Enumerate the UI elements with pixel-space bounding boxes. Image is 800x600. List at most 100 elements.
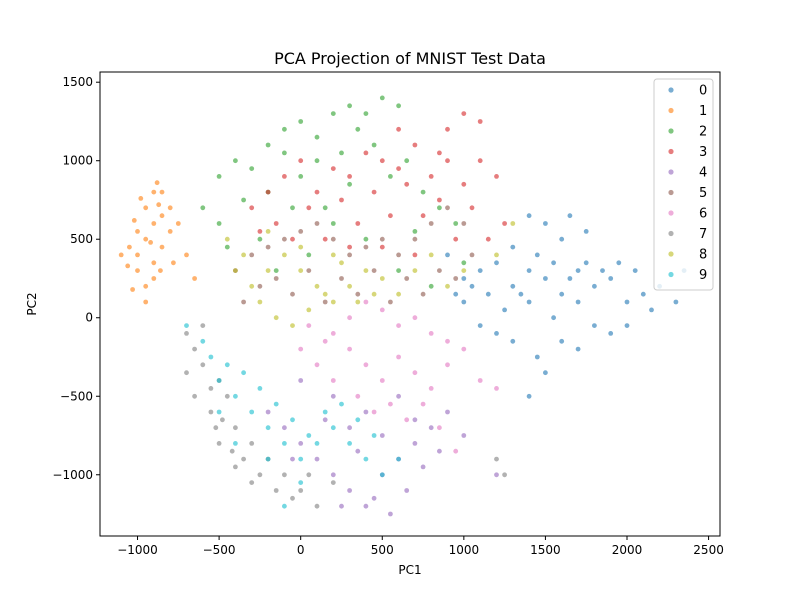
- point-2-3: [265, 142, 271, 148]
- point-5-1: [249, 252, 255, 258]
- point-6-29: [306, 323, 312, 328]
- point-4-19: [437, 448, 442, 454]
- point-2-36: [347, 181, 352, 187]
- point-0-1: [461, 276, 467, 281]
- point-9-5: [298, 456, 304, 462]
- point-5-19: [339, 276, 344, 281]
- point-1-6: [126, 244, 132, 250]
- point-8-0: [233, 268, 238, 273]
- point-1-13: [135, 229, 140, 234]
- legend-label-7: 7: [699, 227, 707, 242]
- point-3-25: [469, 205, 475, 211]
- point-0-46: [632, 268, 638, 273]
- point-3-12: [445, 158, 450, 164]
- point-9-3: [265, 425, 271, 431]
- point-5-25: [355, 291, 361, 297]
- point-9-2: [249, 409, 255, 415]
- point-4-9: [282, 425, 287, 431]
- point-4-22: [290, 456, 295, 462]
- point-0-45: [583, 229, 589, 234]
- point-6-19: [355, 393, 361, 399]
- point-7-18: [306, 472, 312, 478]
- point-3-16: [461, 111, 467, 116]
- point-8-6: [330, 299, 336, 305]
- point-8-11: [273, 315, 279, 321]
- point-0-43: [575, 346, 581, 352]
- series-1: [118, 180, 198, 305]
- point-5-29: [469, 252, 475, 258]
- legend-marker-4: [668, 169, 674, 175]
- point-2-26: [257, 236, 263, 242]
- point-1-17: [167, 205, 173, 211]
- point-9-20: [355, 417, 361, 423]
- y-tick-label: 0: [85, 311, 93, 325]
- point-6-3: [347, 346, 352, 352]
- point-5-22: [437, 268, 442, 273]
- point-6-27: [494, 386, 499, 391]
- point-3-30: [290, 236, 295, 242]
- point-4-28: [461, 433, 467, 438]
- point-0-24: [510, 244, 516, 250]
- point-5-10: [396, 252, 401, 258]
- point-3-15: [494, 174, 499, 179]
- point-3-9: [396, 166, 401, 172]
- point-0-11: [624, 299, 630, 305]
- legend-label-6: 6: [699, 207, 707, 222]
- point-2-5: [298, 119, 304, 124]
- point-6-24: [437, 425, 442, 431]
- point-0-27: [567, 276, 573, 281]
- point-2-23: [437, 205, 442, 211]
- point-0-30: [608, 331, 614, 336]
- point-1-28: [130, 287, 136, 292]
- point-4-8: [428, 425, 434, 431]
- point-6-5: [379, 378, 385, 383]
- point-6-17: [445, 338, 450, 344]
- point-7-25: [502, 472, 507, 478]
- point-1-18: [175, 221, 181, 226]
- x-tick-label: 1500: [530, 543, 561, 557]
- point-1-29: [154, 180, 160, 186]
- point-1-10: [159, 244, 165, 250]
- point-6-10: [461, 346, 467, 352]
- point-0-17: [526, 213, 532, 219]
- point-1-3: [143, 205, 149, 211]
- point-2-20: [388, 174, 393, 179]
- point-5-24: [322, 299, 328, 305]
- point-9-1: [233, 393, 238, 399]
- point-5-17: [273, 276, 279, 281]
- point-7-4: [249, 441, 255, 446]
- point-1-9: [151, 276, 157, 281]
- point-0-6: [543, 276, 548, 281]
- point-1-7: [135, 268, 140, 273]
- point-2-33: [282, 150, 287, 156]
- point-2-17: [339, 150, 344, 156]
- y-tick-label: −500: [60, 389, 93, 403]
- point-2-7: [330, 111, 336, 116]
- point-7-22: [208, 386, 214, 391]
- point-2-31: [396, 268, 401, 273]
- point-0-28: [583, 260, 589, 266]
- legend-label-3: 3: [699, 145, 707, 160]
- point-5-7: [347, 252, 352, 258]
- point-1-26: [184, 252, 189, 258]
- point-0-16: [543, 221, 548, 226]
- point-5-26: [388, 299, 393, 305]
- point-7-20: [233, 464, 238, 470]
- point-5-27: [420, 291, 426, 297]
- point-0-32: [559, 338, 565, 344]
- point-6-25: [453, 448, 459, 454]
- point-2-9: [363, 111, 369, 116]
- point-6-28: [322, 338, 328, 344]
- point-2-38: [461, 260, 467, 266]
- point-2-30: [363, 236, 369, 242]
- point-2-22: [420, 189, 426, 195]
- point-1-1: [143, 236, 149, 242]
- point-3-8: [379, 158, 385, 164]
- point-1-15: [143, 299, 149, 305]
- point-3-0: [249, 205, 255, 211]
- point-9-23: [200, 338, 206, 344]
- series-0: [445, 213, 687, 399]
- point-4-10: [265, 409, 271, 415]
- point-8-15: [339, 260, 344, 266]
